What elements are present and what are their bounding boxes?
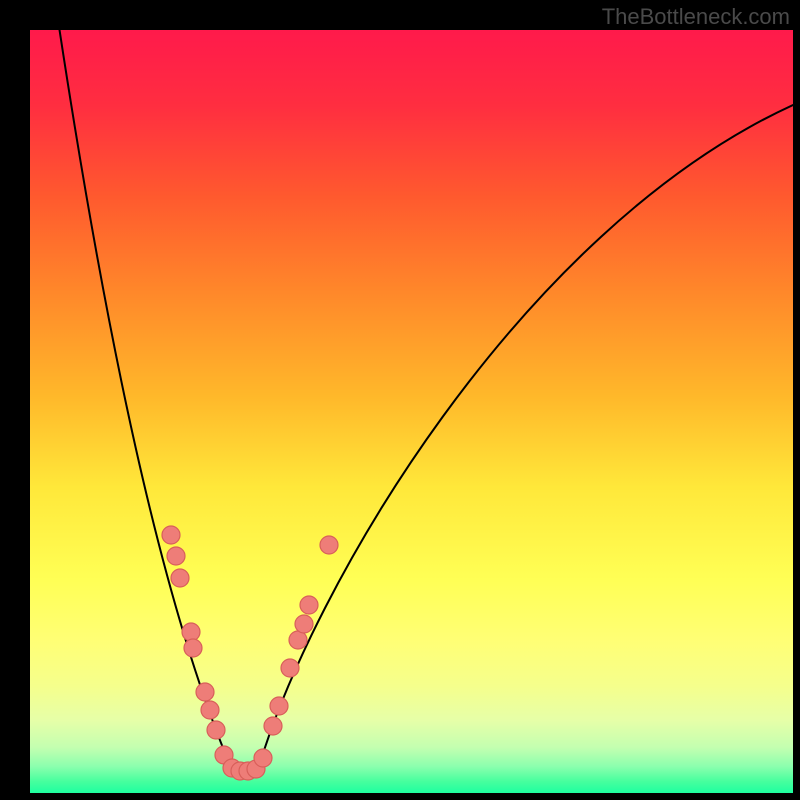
watermark-text: TheBottleneck.com (602, 4, 790, 30)
data-marker (254, 749, 272, 767)
chart-container: TheBottleneck.com (0, 0, 800, 800)
data-marker (201, 701, 219, 719)
data-marker (295, 615, 313, 633)
data-marker (270, 697, 288, 715)
data-marker (184, 639, 202, 657)
data-marker (162, 526, 180, 544)
data-marker (281, 659, 299, 677)
data-marker (264, 717, 282, 735)
data-marker (167, 547, 185, 565)
bottleneck-v-curve-chart (0, 0, 800, 800)
data-marker (171, 569, 189, 587)
data-marker (320, 536, 338, 554)
data-marker (207, 721, 225, 739)
data-marker (182, 623, 200, 641)
data-marker (300, 596, 318, 614)
data-marker (289, 631, 307, 649)
data-marker (196, 683, 214, 701)
plot-background-gradient (30, 30, 793, 793)
